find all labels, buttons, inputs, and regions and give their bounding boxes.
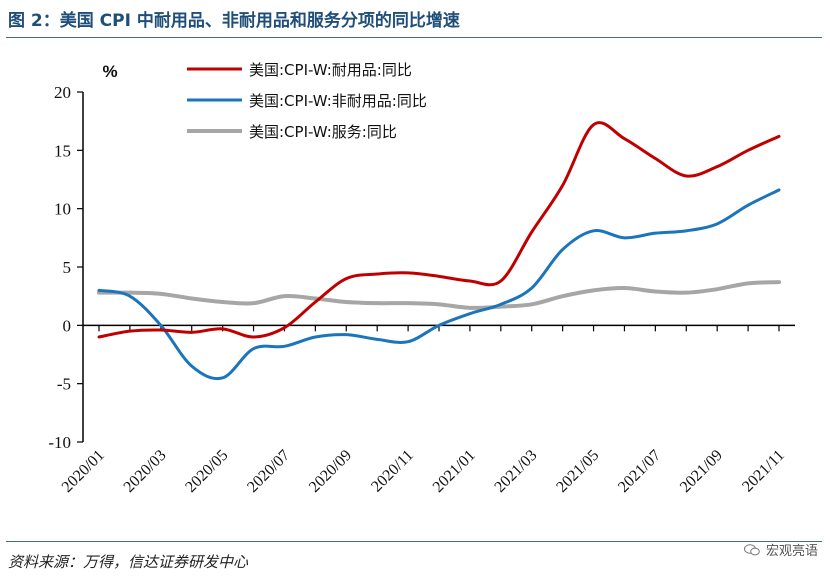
legend-label-3: 美国:CPI-W:服务:同比 xyxy=(249,123,397,141)
series-line-3 xyxy=(97,280,781,310)
x-tick-label: 2021/09 xyxy=(677,447,726,496)
y-axis-unit: % xyxy=(102,62,117,81)
watermark-text: 宏观亮语 xyxy=(765,544,818,559)
title-divider xyxy=(6,37,822,38)
wechat-icon xyxy=(743,543,760,555)
y-tick-label: 10 xyxy=(54,200,71,219)
series-line-2 xyxy=(97,188,781,381)
chart-title: 图 2：美国 CPI 中耐用品、非耐用品和服务分项的同比增速 xyxy=(8,11,460,31)
watermark: 宏观亮语 xyxy=(743,540,818,559)
x-tick-label: 2020/07 xyxy=(244,447,293,496)
chart-legend: 美国:CPI-W:耐用品:同比美国:CPI-W:非耐用品:同比美国:CPI-W:… xyxy=(187,61,427,141)
x-tick-label: 2020/03 xyxy=(121,447,170,496)
x-tick-label: 2020/09 xyxy=(306,447,355,496)
y-tick-label: 20 xyxy=(54,83,71,102)
x-tick-label: 2020/05 xyxy=(182,447,231,496)
source-note: 资料来源：万得，信达证券研发中心 xyxy=(8,553,249,571)
x-tick-label: 2021/03 xyxy=(491,447,540,496)
x-tick-label: 2020/01 xyxy=(59,447,108,496)
y-tick-label: -5 xyxy=(57,375,71,394)
y-tick-label: -10 xyxy=(48,433,71,452)
chart-axes: -10 -5 0 5 10 15 20% 2020/01 2020/03 2020/05 2020/… xyxy=(48,62,795,496)
chart-series xyxy=(97,121,781,381)
x-tick-label: 2021/07 xyxy=(615,447,664,496)
source-divider xyxy=(6,541,822,542)
legend-label-1: 美国:CPI-W:耐用品:同比 xyxy=(249,61,412,79)
x-tick-label: 2021/11 xyxy=(739,447,788,496)
x-tick-label: 2021/05 xyxy=(553,447,602,496)
line-chart: -10 -5 0 5 10 15 20% 2020/01 2020/03 2020/05 2020/… xyxy=(48,61,795,496)
legend-label-2: 美国:CPI-W:非耐用品:同比 xyxy=(249,92,427,110)
x-tick-label: 2021/01 xyxy=(430,447,479,496)
y-tick-label: 15 xyxy=(54,141,71,160)
y-tick-label: 5 xyxy=(63,258,72,277)
y-tick-label: 0 xyxy=(63,316,72,335)
series-line-1 xyxy=(97,121,781,339)
x-tick-label: 2020/11 xyxy=(368,447,417,496)
